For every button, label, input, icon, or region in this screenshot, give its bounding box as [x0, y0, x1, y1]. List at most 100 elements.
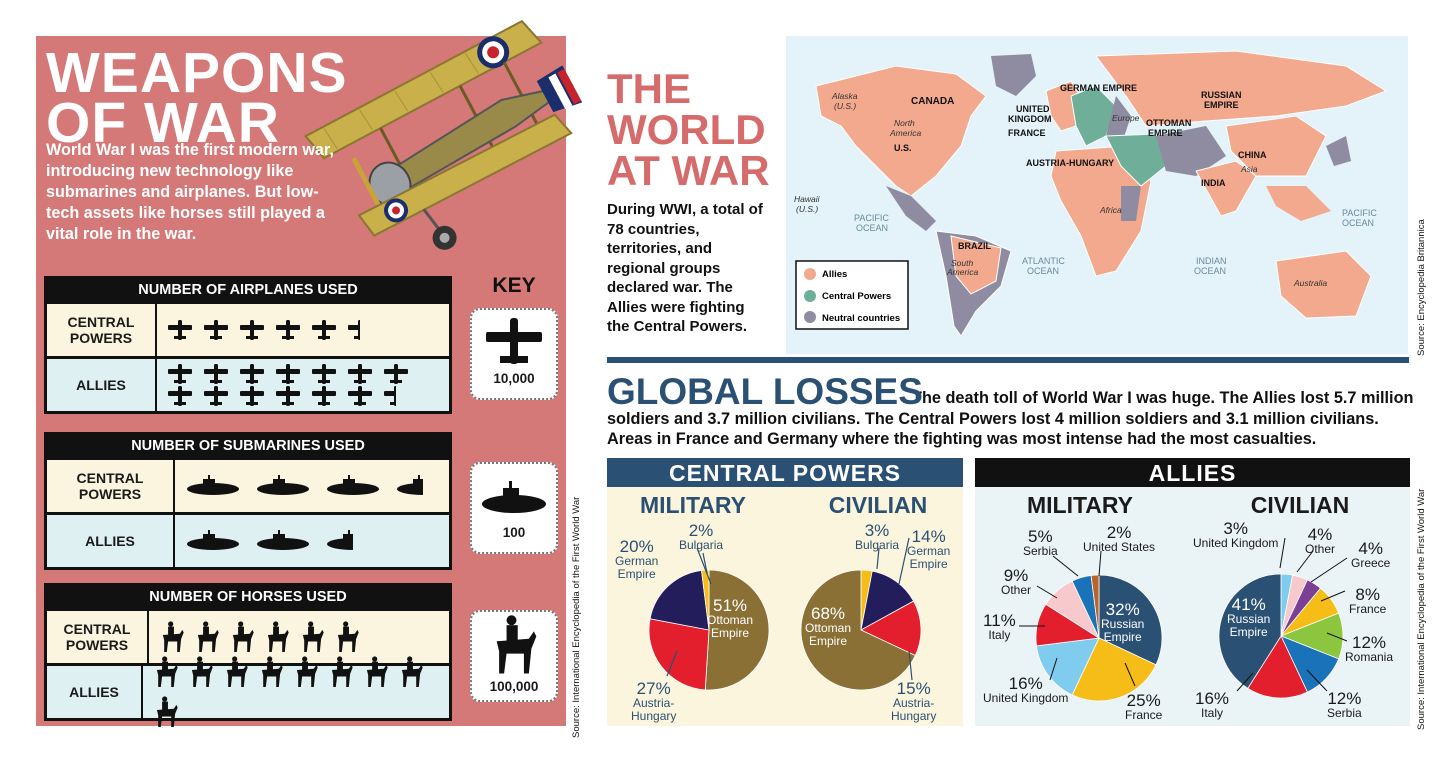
horse-rider-icon: [232, 621, 254, 652]
row-label: ALLIES: [47, 515, 175, 567]
cp-mil-bulgaria-label: 2% Bulgaria: [679, 521, 724, 552]
label-china: CHINA: [1238, 150, 1267, 160]
pie-slice-austria-hungary: [648, 618, 710, 691]
airplanes-central-row: CENTRAL POWERS: [47, 304, 449, 356]
airplane-icon: [276, 364, 300, 384]
row-label: ALLIES: [47, 666, 143, 718]
label-hawaii: Hawaii: [794, 194, 821, 204]
label-austria: AUSTRIA-HUNGARY: [1026, 158, 1114, 168]
weapons-source: Source: International Encyclopedia of th…: [571, 496, 582, 738]
allies-civilian-pie: [1218, 573, 1344, 699]
airplane-icon: [384, 386, 396, 406]
pie-slice-russian-empire: [1098, 574, 1163, 666]
central-powers-bar: CENTRAL POWERS: [607, 458, 963, 487]
weapons-title: WEAPONS OF WAR: [46, 41, 348, 155]
label-asia: Asia: [1240, 164, 1258, 174]
label-brazil: BRAZIL: [958, 241, 991, 251]
al-civ-other-label: 4% Other: [1305, 525, 1336, 556]
al-mil-serbia-label: 5% Serbia: [1023, 527, 1058, 558]
label-north-america-1: North: [894, 118, 915, 128]
submarine-icons: [175, 515, 367, 567]
airplane-icon: [204, 364, 228, 384]
cp-civilian-pie: [800, 569, 922, 691]
label-russia-2: EMPIRE: [1204, 100, 1239, 110]
label-europe: Europe: [1112, 113, 1140, 123]
airplanes-table-title: NUMBER OF AIRPLANES USED: [138, 282, 358, 298]
row-label: ALLIES: [47, 359, 157, 411]
key-submarine: 100: [470, 462, 558, 554]
central-powers-section: CENTRAL POWERS MILITARY CIVILIAN 20% Germ…: [607, 458, 963, 726]
cp-mil-german-label: 20% German Empire: [615, 537, 659, 581]
world-title-line2: WORLD: [607, 106, 766, 153]
losses-description: The death toll of World War I was huge. …: [607, 389, 1414, 448]
cp-civ-german-label: 14% German Empire: [907, 527, 951, 571]
cp-military-title: MILITARY: [639, 492, 747, 518]
cp-civilian-title: CIVILIAN: [828, 492, 928, 518]
airplane-icon: [312, 320, 336, 340]
label-russia-1: RUSSIAN: [1201, 90, 1242, 100]
cp-pies: [648, 537, 922, 691]
label-south-america-2: America: [946, 267, 978, 277]
airplane-icon: [168, 320, 192, 340]
label-pacific-e-2: OCEAN: [1342, 218, 1374, 228]
row-label: CENTRAL POWERS: [47, 460, 175, 512]
submarine-icon: [327, 530, 353, 550]
section-divider: [607, 357, 1409, 363]
horse-rider-icon: [226, 656, 248, 687]
cp-civ-austria-label: 15% Austria- Hungary: [891, 679, 937, 723]
label-indian-1: INDIAN: [1196, 256, 1227, 266]
horse-rider-icon: [197, 621, 219, 652]
row-label: CENTRAL POWERS: [47, 304, 157, 356]
pie-slice-german-empire: [860, 570, 915, 631]
submarines-table-title: NUMBER OF SUBMARINES USED: [131, 438, 365, 454]
submarine-icon: [187, 530, 239, 550]
world-title-line3: AT WAR: [607, 147, 770, 194]
airplane-icon: [204, 320, 228, 340]
horse-icons: [149, 611, 369, 663]
weapons-title-line1: WEAPONS: [46, 41, 348, 105]
submarine-icon: [327, 475, 379, 495]
world-source: Source: Encyclopedia Britannica: [1416, 219, 1427, 356]
airplane-icon: [312, 386, 336, 406]
horse-rider-icon: [296, 656, 318, 687]
airplane-icon: [276, 386, 300, 406]
horse-icons: [143, 656, 449, 727]
airplanes-table: NUMBER OF AIRPLANES USED CENTRAL POWERS A…: [44, 276, 452, 414]
label-south-america-1: South: [951, 258, 973, 268]
pie-slice-austria-hungary: [860, 600, 922, 657]
pie-slice-ottoman-empire: [704, 569, 770, 691]
submarines-central-row: CENTRAL POWERS: [47, 460, 449, 512]
label-uk-1: UNITED: [1016, 104, 1050, 114]
pie-slice-italy: [1247, 635, 1308, 699]
label-north-america-2: America: [889, 128, 921, 138]
allies-section: ALLIES MILITARY CIVILIAN 2% United States…: [975, 458, 1410, 726]
horse-rider-icon: [337, 621, 359, 652]
horse-rider-icon: [331, 656, 353, 687]
al-mil-uk-label: 16% United Kingdom: [983, 674, 1069, 705]
label-ottoman-1: OTTOMAN: [1146, 118, 1191, 128]
label-atlantic-1: ATLANTIC: [1022, 256, 1065, 266]
al-civ-uk-label: 3% United Kingdom: [1193, 519, 1279, 550]
horse-rider-icon: [496, 615, 537, 674]
al-civ-serbia-label: 12% Serbia: [1327, 689, 1362, 720]
horse-rider-icon: [261, 656, 283, 687]
horse-rider-icon: [302, 621, 324, 652]
submarines-allies-row: ALLIES: [47, 515, 449, 567]
horse-rider-icon: [267, 621, 289, 652]
weapons-title-line2: OF WAR: [46, 91, 280, 155]
al-mil-russia-label: 32% Russian Empire: [1101, 600, 1145, 644]
airplane-icon: [348, 364, 372, 384]
label-hawaii-us: (U.S.): [796, 204, 818, 214]
al-civ-romania-label: 12% Romania: [1345, 633, 1394, 664]
cp-mil-austria-label: 27% Austria- Hungary: [631, 679, 677, 723]
label-indian-2: OCEAN: [1194, 266, 1226, 276]
legend-allies: Allies: [822, 269, 847, 280]
horse-rider-icon: [191, 656, 213, 687]
submarines-table: NUMBER OF SUBMARINES USED CENTRAL POWERS …: [44, 432, 452, 570]
airplane-icon: [276, 320, 300, 340]
key-submarine-value: 100: [502, 525, 526, 540]
label-pacific-e-1: PACIFIC: [1342, 208, 1377, 218]
world-title-line1: THE: [607, 65, 691, 112]
horse-rider-icon: [366, 656, 388, 687]
submarine-icon: [187, 475, 239, 495]
